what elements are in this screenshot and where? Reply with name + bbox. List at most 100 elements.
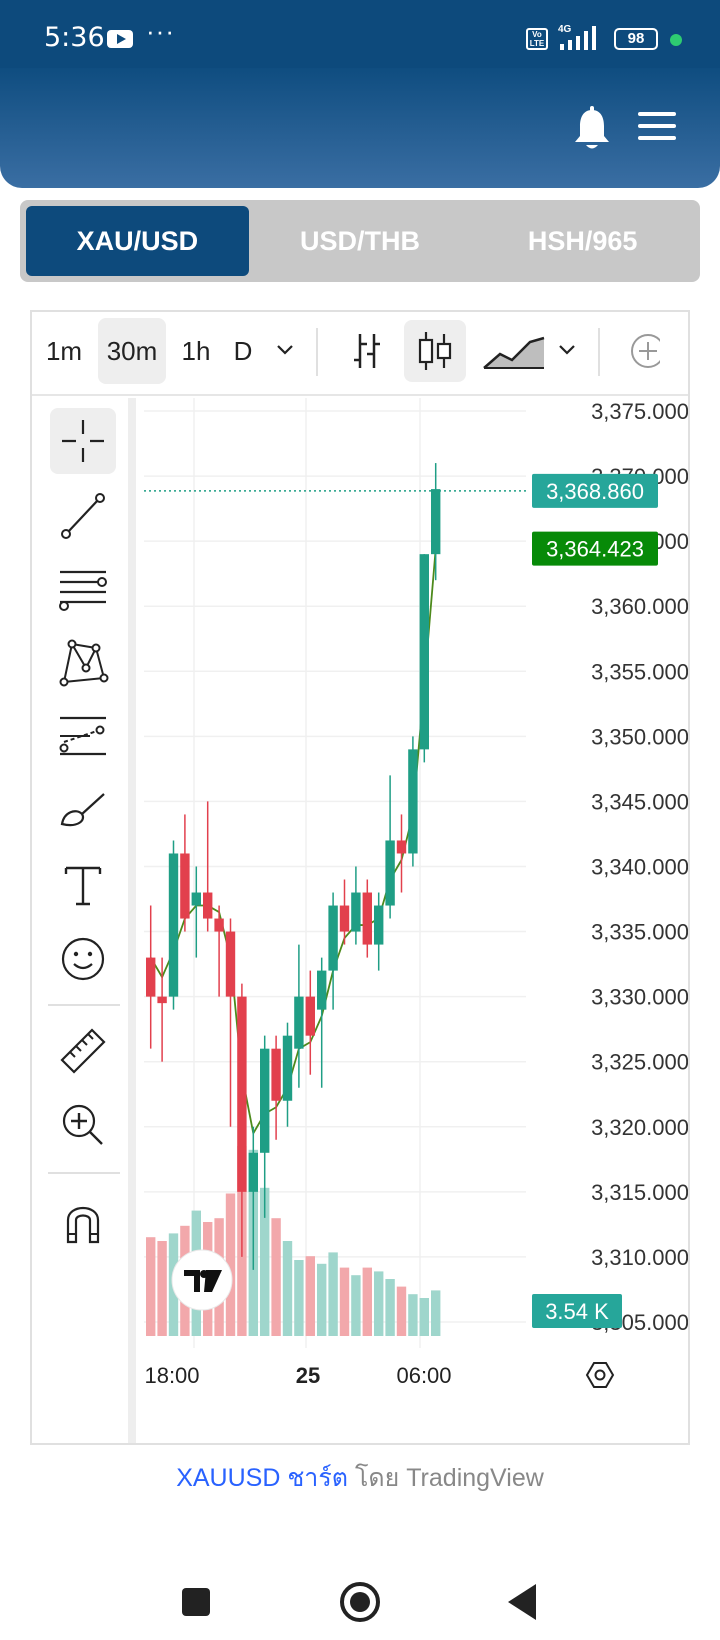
volume-bar <box>294 1260 304 1336</box>
candle-body <box>374 905 384 945</box>
candle-body <box>305 996 315 1036</box>
forecast-tool-icon[interactable] <box>50 704 116 770</box>
more-notifications-icon: ··· <box>146 16 175 46</box>
ruler-icon[interactable] <box>50 1018 116 1084</box>
text-tool-icon[interactable] <box>50 852 116 918</box>
volume-bar <box>385 1279 395 1336</box>
crosshair-icon[interactable] <box>50 408 116 474</box>
magnet-icon[interactable] <box>50 1188 116 1254</box>
volume-bar <box>396 1286 407 1336</box>
timeframe-1m[interactable]: 1m <box>45 336 83 366</box>
app-header <box>0 68 720 188</box>
recents-button[interactable] <box>182 1588 210 1616</box>
volume-bar <box>146 1237 156 1336</box>
pattern-tool-icon[interactable] <box>50 630 116 696</box>
x-tick-label: 06:00 <box>396 1363 451 1388</box>
volume-bar <box>351 1275 361 1336</box>
x-tick-label: 25 <box>296 1363 320 1388</box>
candle-body <box>157 996 167 1004</box>
candlestick-chart-type-icon[interactable] <box>404 320 466 382</box>
tradingview-logo-dot <box>200 1270 208 1278</box>
status-bar: 5:36 ··· Vo LTE 4G 98 <box>0 0 720 68</box>
candle-body <box>214 918 224 932</box>
volume-bar <box>328 1252 338 1336</box>
y-tick-label: 3,335.000 <box>591 920 688 945</box>
volume-bar <box>282 1241 293 1336</box>
candle-body <box>385 840 395 906</box>
symbol-chart-link[interactable]: XAUUSD ชาร์ต <box>176 1464 349 1492</box>
y-tick-label: 3,350.000 <box>591 724 688 749</box>
volume-bar <box>317 1263 327 1336</box>
candle-body <box>203 892 213 919</box>
candle-body <box>260 1048 270 1153</box>
back-button[interactable] <box>508 1584 536 1620</box>
volume-bar <box>419 1298 429 1336</box>
settings-hexagon-inner <box>594 1369 606 1381</box>
add-indicator-icon[interactable] <box>620 320 660 382</box>
chart-type-dropdown-chevron-icon[interactable] <box>556 338 578 360</box>
youtube-notification-icon <box>107 30 133 48</box>
y-tick-label: 3,360.000 <box>591 594 688 619</box>
tab-hsh-965[interactable]: HSH/965 <box>527 226 638 256</box>
tradingview-chart-widget: 1m 30m 1h D <box>30 310 690 1445</box>
y-tick-label: 3,315.000 <box>591 1180 688 1205</box>
candle-body <box>362 892 372 945</box>
candle-body <box>271 1048 281 1101</box>
y-tick-label: 3,345.000 <box>591 789 688 814</box>
price-chart[interactable]: 3,375.0003,370.0003,365.0003,360.0003,35… <box>144 398 688 1443</box>
timeframe-30m[interactable]: 30m <box>98 318 166 384</box>
home-button[interactable] <box>340 1582 380 1622</box>
tradingview-logo-icon[interactable] <box>171 1249 233 1311</box>
by-tradingview-text[interactable]: โดย TradingView <box>348 1464 544 1492</box>
zoom-in-icon[interactable] <box>50 1092 116 1158</box>
volte-icon: Vo LTE <box>526 28 548 50</box>
volume-bar <box>305 1256 315 1336</box>
tradingview-logo-mark <box>184 1270 222 1292</box>
timeframe-dropdown-chevron-icon[interactable] <box>274 338 296 360</box>
last-price-label-bg <box>532 473 658 508</box>
volume-bar <box>362 1267 372 1336</box>
y-tick-label: 3,310.000 <box>591 1245 688 1270</box>
y-tick-label: 3,355.000 <box>591 659 688 684</box>
bell-icon[interactable] <box>572 106 612 152</box>
y-tick-label: 3,330.000 <box>591 985 688 1010</box>
volume-bar <box>431 1290 441 1336</box>
candle-body <box>431 489 441 555</box>
ma-value-label-bg <box>532 531 658 566</box>
candle-body <box>282 1035 293 1101</box>
volume-label: 3.54 K <box>545 1299 609 1324</box>
chart-toolbar: 1m 30m 1h D <box>32 312 688 396</box>
last-price-label: 3,368.860 <box>546 479 644 504</box>
timeframe-1h[interactable]: 1h <box>181 336 211 366</box>
timeframe-d[interactable]: D <box>233 336 253 366</box>
volume-bar <box>260 1187 270 1336</box>
settings-hexagon-icon[interactable] <box>585 1362 615 1388</box>
brush-icon[interactable] <box>50 778 116 844</box>
candle-body <box>225 931 236 997</box>
battery-icon: 98 <box>614 28 658 50</box>
status-time: 5:36 <box>44 22 105 53</box>
emoji-icon[interactable] <box>50 926 116 992</box>
area-chart-type-icon[interactable] <box>478 320 550 382</box>
volume-bar <box>225 1193 236 1336</box>
candle-body <box>328 905 338 971</box>
volume-bar <box>408 1294 418 1336</box>
tab-xau-usd[interactable]: XAU/USD <box>26 206 249 276</box>
trend-line-icon[interactable] <box>50 482 116 548</box>
hamburger-menu-icon[interactable] <box>638 112 676 142</box>
candle-body <box>396 840 407 854</box>
volume-label-bg <box>532 1294 622 1328</box>
network-type: 4G <box>558 24 572 35</box>
volume-bar <box>339 1267 350 1336</box>
system-nav-bar <box>0 1540 720 1640</box>
ma-value-label: 3,364.423 <box>546 537 644 562</box>
candle-body <box>419 554 429 750</box>
candle-body <box>294 996 304 1049</box>
y-tick-label: 3,340.000 <box>591 854 688 879</box>
tab-usd-thb[interactable]: USD/THB <box>300 226 420 256</box>
candle-body <box>146 957 156 997</box>
volume-bar <box>374 1271 384 1336</box>
active-indicator-icon <box>670 34 682 46</box>
fib-retracement-icon[interactable] <box>50 556 116 622</box>
bar-chart-type-icon[interactable] <box>336 320 398 382</box>
